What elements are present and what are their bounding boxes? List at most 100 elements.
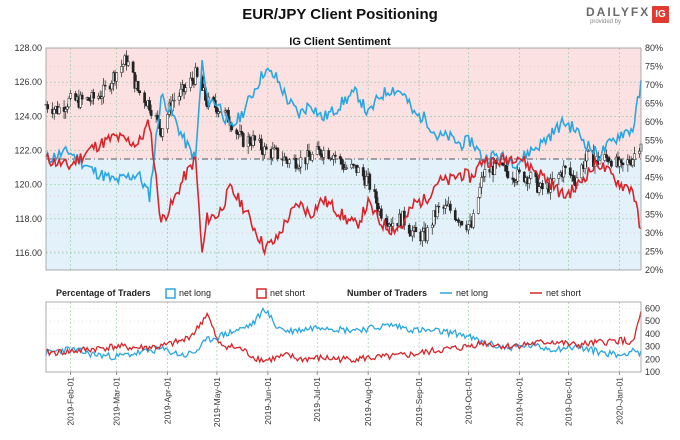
x-axis: 2019-Feb-01 2019-Mar-01 2019-Apr-01 2019-Ma… (66, 372, 625, 427)
candle-body (115, 72, 119, 82)
candle-body (125, 55, 128, 66)
candle-body (352, 163, 355, 166)
candle-body (633, 153, 636, 160)
candle-body (79, 94, 82, 108)
candle-body (391, 223, 395, 227)
candle-body (121, 64, 125, 67)
price-tick-label: 116.00 (15, 248, 42, 258)
candle-body (414, 226, 418, 233)
x-tick-label: 2019-Jul-01 (312, 377, 322, 422)
x-tick-label: 2020-Jan-01 (615, 377, 625, 425)
legend-title-number: Number of Traders (347, 288, 427, 298)
candle-body (435, 205, 439, 217)
bottom-grid (46, 302, 641, 373)
x-tick-label: 2019-Sep-01 (414, 377, 424, 426)
candle-body (190, 77, 194, 81)
candle-body (506, 171, 510, 179)
candle-body (368, 173, 372, 190)
percent-tick-label: 35% (645, 210, 663, 220)
count-tick-label: 100 (645, 367, 660, 377)
percent-tick-label: 50% (645, 154, 663, 164)
top-plot-frame (45, 47, 642, 271)
candle-body (376, 203, 380, 212)
candle-body (131, 61, 135, 73)
candle-body (297, 166, 301, 169)
candle-body (172, 99, 176, 102)
candle-body (513, 179, 516, 183)
candle-body (536, 176, 539, 193)
candle-body (66, 106, 69, 110)
candle-body (148, 100, 151, 111)
candle-body (471, 213, 475, 228)
legend-label-net-long-pct: net long (179, 288, 211, 298)
candle-body (305, 150, 309, 165)
candle-body (504, 164, 508, 172)
candle-body (407, 224, 411, 234)
candle-body (572, 175, 575, 182)
candle-body (618, 159, 621, 167)
candle-body (177, 96, 181, 101)
chart-title: EUR/JPY Client Positioning (242, 6, 438, 23)
candle-body (143, 92, 146, 103)
panel-title: IG Client Sentiment (289, 36, 391, 48)
candle-body (138, 90, 142, 94)
x-tick-label: 2019-Mar-01 (112, 377, 122, 426)
candle-body (527, 178, 531, 184)
candle-body (421, 231, 424, 242)
candle-body (333, 154, 337, 157)
candle-body (430, 224, 434, 228)
candle-body (411, 230, 414, 237)
candle-body (223, 110, 227, 113)
price-tick-label: 128.00 (14, 43, 42, 53)
candle-body (511, 177, 515, 180)
candle-body (529, 172, 533, 179)
candle-body (259, 138, 263, 151)
candle-body (437, 205, 441, 208)
legend-label-net-long-count: net long (456, 288, 488, 298)
x-tick-label: 2019-Dec-01 (564, 377, 574, 426)
candle-body (263, 146, 266, 156)
candle-body (296, 168, 299, 170)
trader-count-lines (45, 307, 642, 364)
net-short-pct-line (45, 119, 642, 257)
candle-body (587, 150, 590, 152)
bottom-plot-frame (45, 301, 642, 373)
candle-body (483, 169, 487, 177)
candle-body (583, 160, 587, 169)
candle-body (610, 160, 613, 167)
candle-body (375, 191, 378, 204)
candle-body (80, 94, 84, 100)
candle-body (126, 61, 130, 66)
candle-body (253, 135, 257, 141)
net-short-count-line (45, 311, 642, 364)
candle-body (541, 183, 544, 190)
candle-body (310, 154, 314, 161)
percent-tick-label: 40% (645, 191, 663, 201)
candle-body (161, 128, 165, 137)
candle-body (67, 98, 71, 108)
candle-body (606, 157, 610, 163)
candle-body (230, 125, 234, 131)
x-tick-label: 2019-May-01 (212, 377, 222, 427)
top-axes: 116.00 118.00 120.00 122.00 124.00 126.00 128.… (14, 43, 663, 275)
candle-body (493, 159, 497, 175)
candle-body (342, 163, 345, 170)
dailyfx-logo: DAILYFX provided by IG (586, 4, 676, 28)
candle-body (103, 84, 107, 87)
candle-body (478, 187, 482, 198)
candle-body (580, 164, 584, 179)
candle-body (425, 227, 429, 242)
candle-body (195, 67, 199, 77)
candle-body (284, 156, 288, 161)
candle-body (350, 163, 354, 169)
legend-title-percentage: Percentage of Traders (56, 288, 151, 298)
candle-body (619, 159, 623, 164)
percent-tick-label: 45% (645, 173, 663, 183)
candle-body (307, 150, 311, 157)
candle-body (215, 107, 219, 114)
candle-body (102, 84, 105, 98)
price-tick-label: 126.00 (14, 77, 42, 87)
trader-count-panel: 100 200 300 400 500 600 (45, 301, 660, 377)
candle-body (605, 154, 608, 158)
candle-body (448, 203, 452, 211)
